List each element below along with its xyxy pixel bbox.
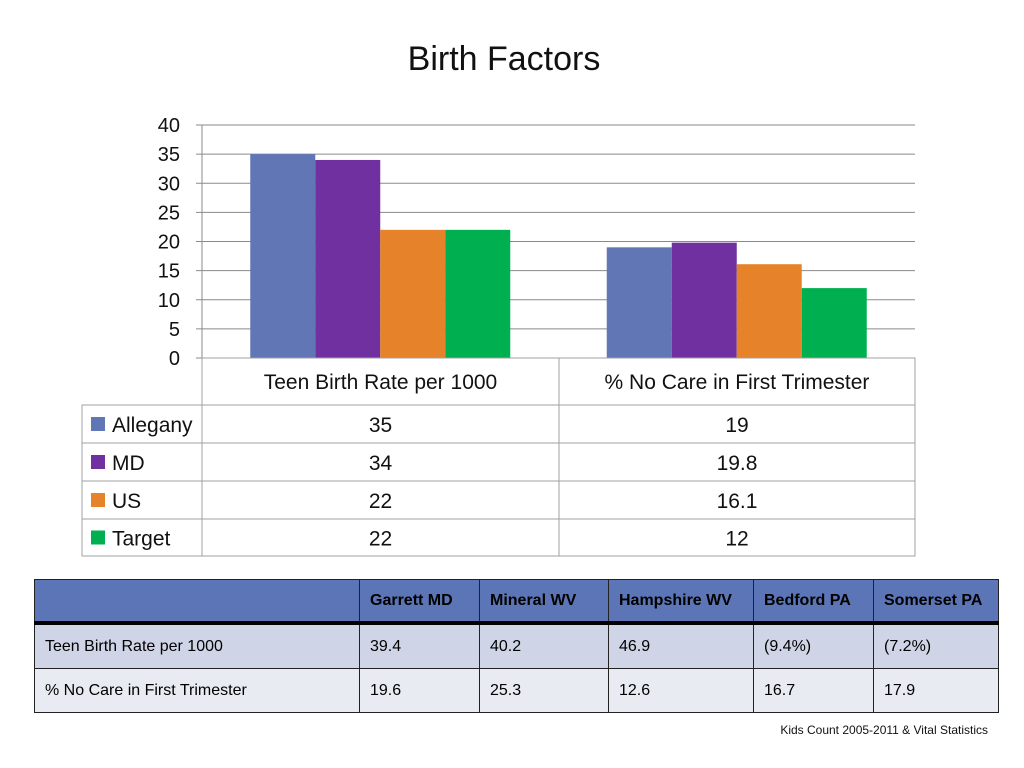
bar-us-teen-birth-rate	[380, 229, 446, 358]
legend-label-allegany: Allegany	[112, 414, 193, 437]
table-cell: 39.4	[359, 622, 480, 669]
data-label: 22	[369, 528, 392, 551]
y-tick-label: 0	[169, 348, 180, 370]
legend-label-md: MD	[112, 452, 145, 475]
data-label: 34	[369, 452, 393, 475]
table-cell: 19.6	[359, 668, 480, 713]
table-cell: 40.2	[479, 622, 609, 669]
data-label: 16.1	[717, 490, 758, 513]
data-label: 35	[369, 414, 392, 437]
bar-target-no-care-first-trimester	[801, 288, 867, 358]
table-header-hampshire: Hampshire WV	[608, 579, 754, 625]
table-cell: 46.9	[608, 622, 754, 669]
category-label: % No Care in First Trimester	[605, 371, 870, 394]
y-tick-label: 35	[158, 144, 180, 166]
table-header-somerset: Somerset PA	[873, 579, 999, 625]
data-label: 19.8	[717, 452, 758, 475]
y-tick-label: 15	[158, 261, 180, 283]
table-cell: 16.7	[753, 668, 874, 713]
bar-md-teen-birth-rate	[315, 159, 381, 358]
y-tick-label: 25	[158, 202, 180, 224]
table-cell: (7.2%)	[873, 622, 999, 669]
source-note: Kids Count 2005-2011 & Vital Statistics	[780, 723, 988, 737]
table-cell: 25.3	[479, 668, 609, 713]
y-tick-label: 40	[158, 115, 180, 137]
table-header-row: Garrett MD Mineral WV Hampshire WV Bedfo…	[34, 579, 999, 625]
bar-target-teen-birth-rate	[445, 229, 511, 358]
table-header-blank	[34, 579, 360, 625]
table-cell: % No Care in First Trimester	[34, 668, 360, 713]
slide-title: Birth Factors	[407, 40, 601, 78]
data-table-row	[81, 404, 916, 444]
bar-md-no-care-first-trimester	[671, 242, 737, 358]
bar-us-no-care-first-trimester	[736, 264, 802, 358]
table-row: % No Care in First Trimester 19.6 25.3 1…	[34, 668, 999, 713]
table-cell: 17.9	[873, 668, 999, 713]
birth-factors-chart: 0 5 10 15 20 25 30 35 40 Teen Birth Rate per 1000…	[81, 115, 916, 557]
legend-key-allegany	[91, 417, 105, 431]
y-tick-label: 5	[169, 319, 180, 341]
table-header-bedford: Bedford PA	[753, 579, 874, 625]
legend-key-us	[91, 493, 105, 507]
legend-key-target	[91, 530, 105, 545]
legend-label-us: US	[112, 490, 141, 513]
data-label: 22	[369, 490, 392, 513]
data-label: 12	[725, 528, 748, 551]
county-comparison-table: Garrett MD Mineral WV Hampshire WV Bedfo…	[34, 579, 999, 713]
legend-key-md	[91, 455, 105, 469]
table-cell: Teen Birth Rate per 1000	[34, 622, 360, 669]
table-header-mineral: Mineral WV	[479, 579, 609, 625]
category-label: Teen Birth Rate per 1000	[264, 371, 497, 394]
data-table-row	[81, 518, 916, 557]
y-tick-label: 20	[158, 232, 180, 254]
bar-allegany-no-care-first-trimester	[606, 247, 672, 358]
data-table-row	[81, 480, 916, 520]
y-tick-label: 10	[158, 290, 180, 312]
table-row: Teen Birth Rate per 1000 39.4 40.2 46.9 …	[34, 622, 999, 669]
y-tick-label: 30	[158, 173, 180, 195]
legend-label-target: Target	[112, 528, 171, 551]
table-cell: (9.4%)	[753, 622, 874, 669]
table-cell: 12.6	[608, 668, 754, 713]
data-table-row	[81, 442, 916, 482]
table-header-garrett: Garrett MD	[359, 579, 480, 625]
bar-allegany-teen-birth-rate	[250, 154, 316, 358]
data-label: 19	[725, 414, 748, 437]
